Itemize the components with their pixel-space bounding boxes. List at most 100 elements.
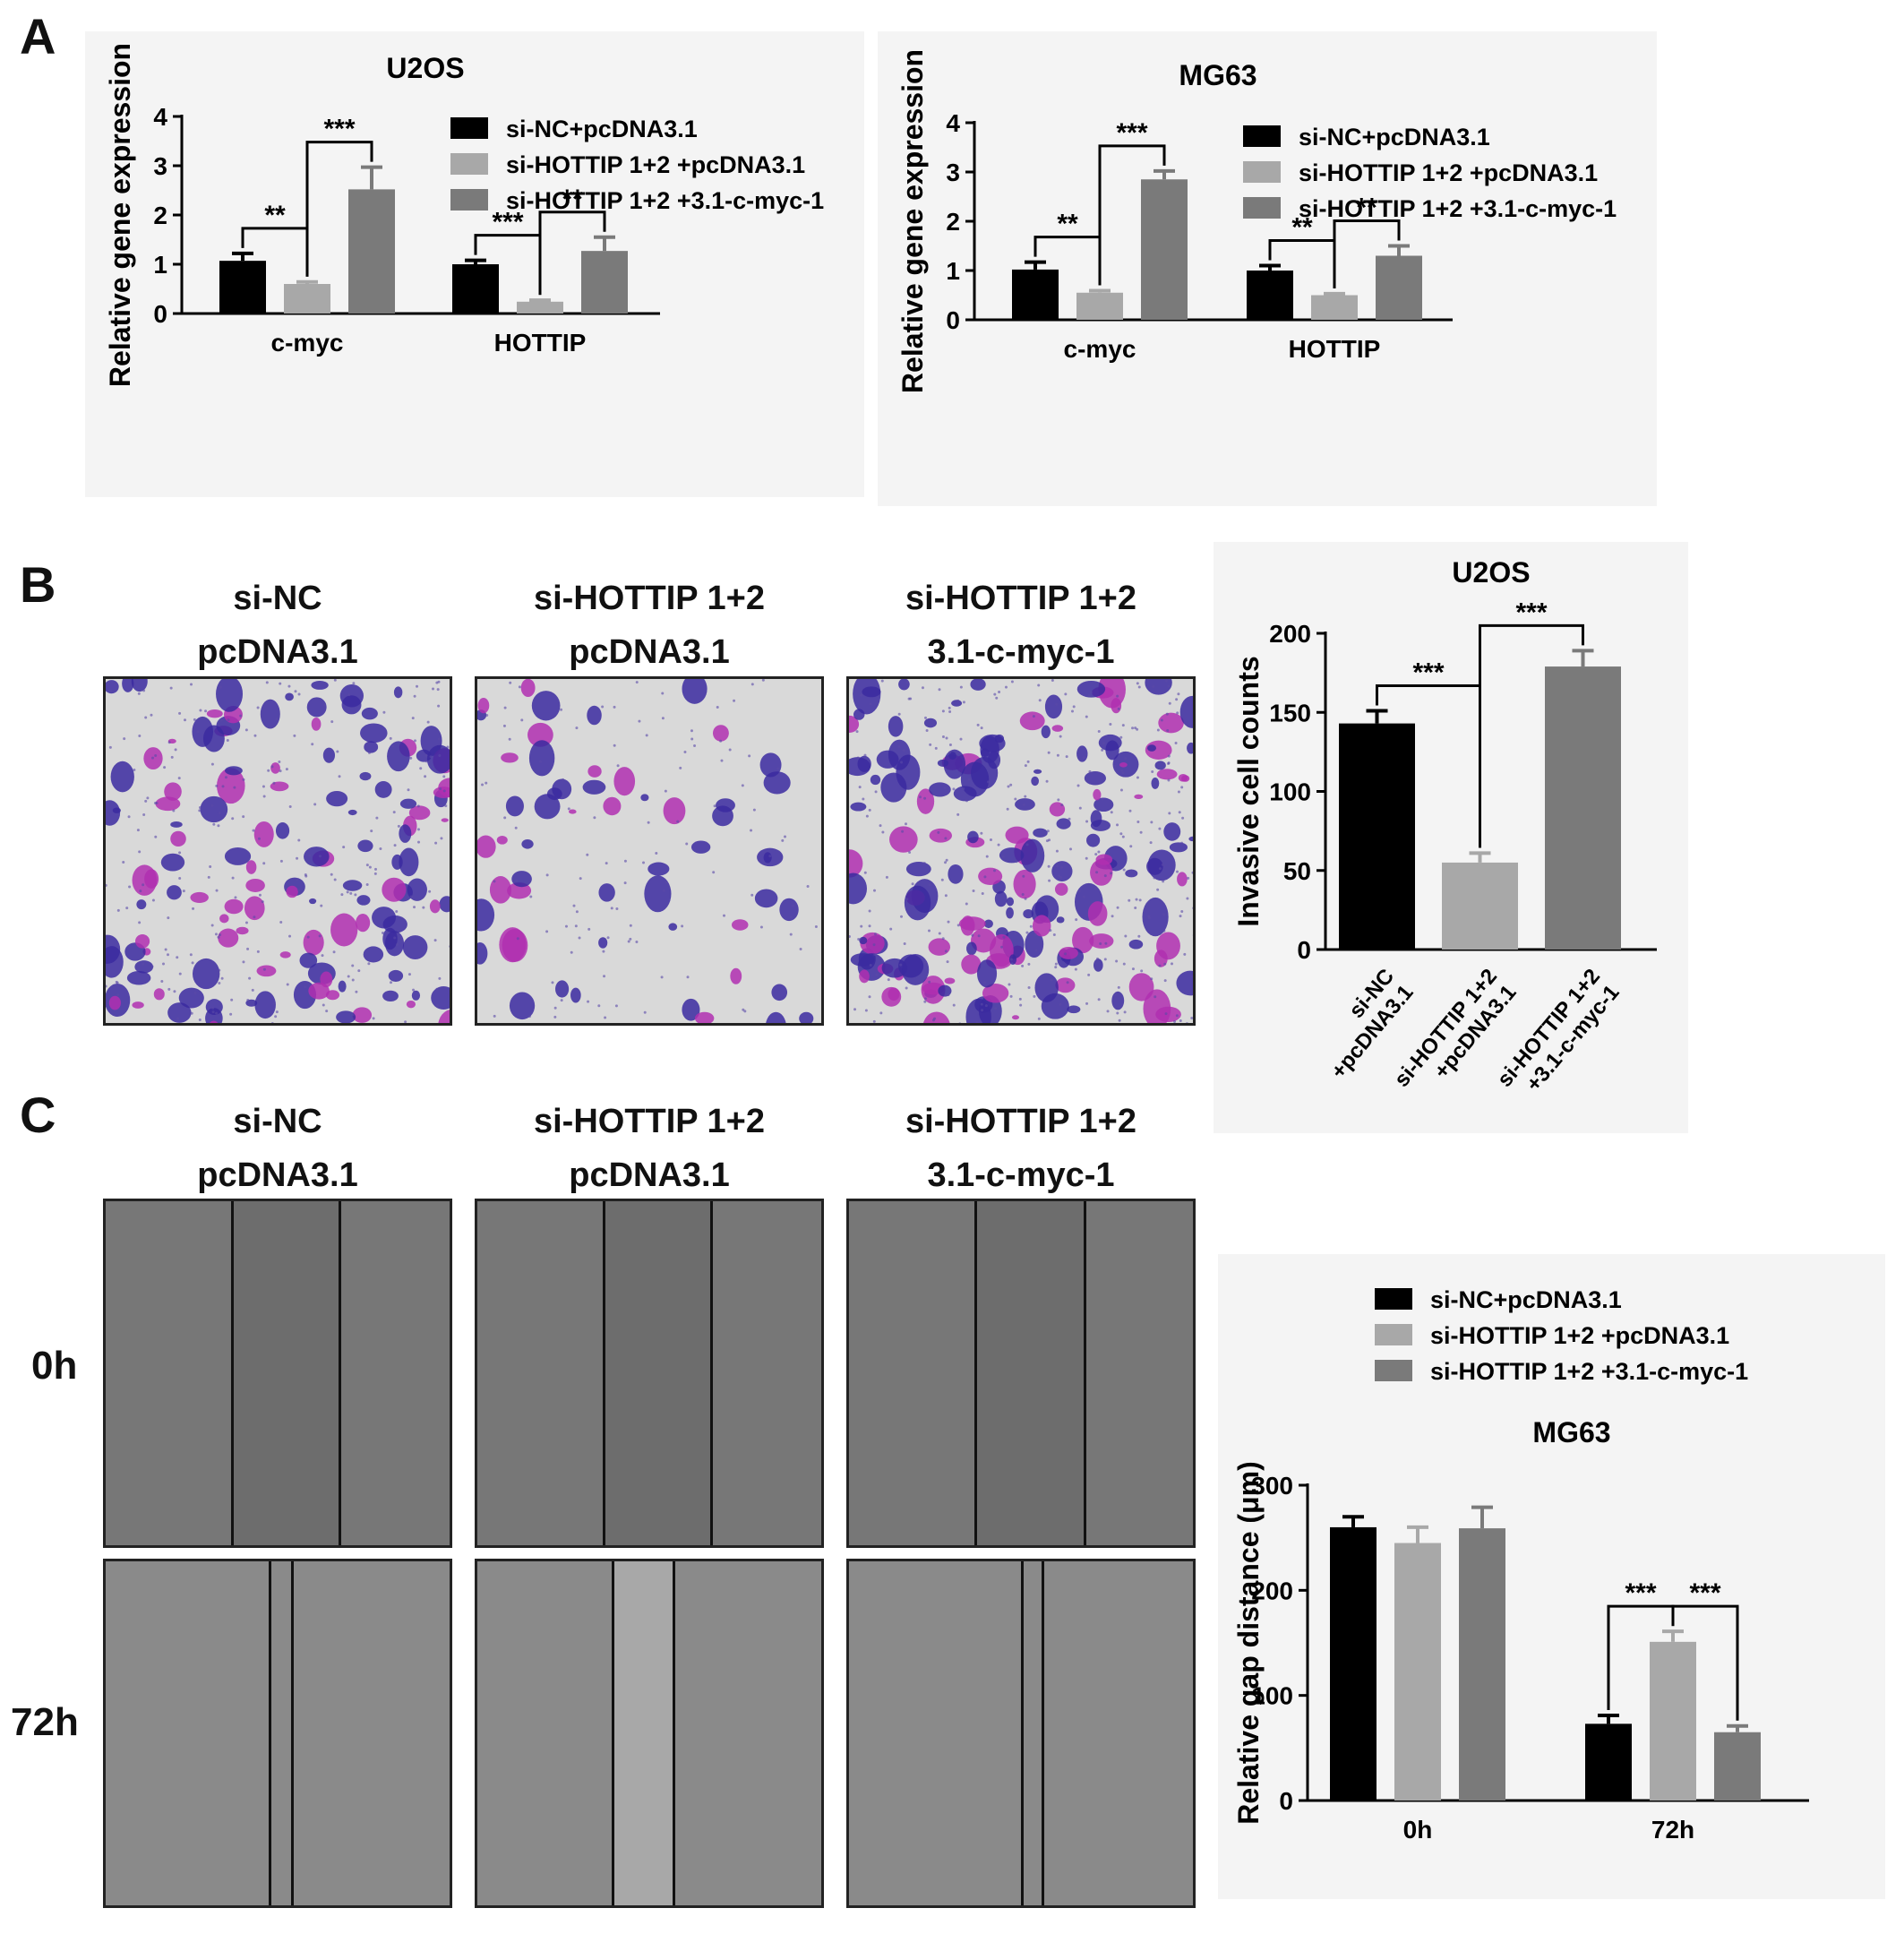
pore-dot [204, 709, 208, 713]
stained-cell [441, 818, 449, 822]
pore-dot [1089, 691, 1093, 694]
pore-dot [1113, 993, 1117, 997]
pore-dot [950, 701, 954, 705]
pore-dot [627, 940, 630, 943]
significance-bracket [305, 141, 373, 277]
legend-label: si-HOTTIP 1+2 +pcDNA3.1 [1299, 159, 1598, 186]
pore-dot [382, 710, 386, 714]
pore-dot [321, 954, 324, 958]
stained-cell [1177, 872, 1188, 887]
significance-label: ** [1057, 210, 1078, 239]
pore-dot [125, 907, 129, 910]
stained-cell [603, 796, 622, 816]
stained-cell [644, 875, 672, 913]
pore-dot [1179, 915, 1182, 918]
pore-dot [1015, 860, 1018, 864]
pore-dot [231, 817, 235, 821]
chart-background-mg63-expression [878, 31, 1657, 506]
pore-dot [1048, 879, 1051, 882]
wound-edge-line [974, 1201, 977, 1545]
pore-dot [872, 889, 876, 892]
legend-label: si-NC+pcDNA3.1 [1299, 124, 1490, 150]
stained-cell [382, 990, 399, 1001]
pore-dot [1173, 1020, 1177, 1023]
pore-dot [587, 927, 591, 931]
stained-cell [961, 954, 982, 975]
pore-dot [857, 937, 861, 941]
stained-cell [978, 867, 1003, 885]
pore-dot [351, 978, 355, 982]
pore-dot [610, 907, 613, 910]
y-tick-label: 1 [153, 251, 167, 279]
pore-dot [1014, 797, 1017, 801]
y-tick-label: 0 [153, 300, 167, 328]
pore-dot [424, 775, 427, 778]
pore-dot [1136, 821, 1140, 824]
stained-cell [1033, 828, 1048, 838]
pore-dot [1076, 784, 1080, 787]
stained-cell [1055, 977, 1076, 993]
stained-cell [338, 980, 347, 993]
pore-dot [227, 718, 230, 722]
legend-label: si-NC+pcDNA3.1 [1430, 1286, 1622, 1313]
stained-cell [160, 853, 185, 872]
panel-label-b: B [20, 556, 56, 613]
stained-cell [356, 895, 371, 906]
pore-dot [214, 933, 218, 936]
pore-dot [435, 1004, 439, 1008]
pore-dot [320, 904, 323, 907]
stained-cell [260, 699, 280, 729]
pore-dot [1060, 865, 1064, 869]
pore-dot [1033, 933, 1037, 936]
pore-dot [123, 737, 126, 741]
wound-image-c-myc-0h [846, 1199, 1196, 1548]
pore-dot [759, 925, 763, 929]
pore-dot [322, 1003, 325, 1007]
stained-cell [849, 849, 863, 878]
pore-dot [256, 950, 260, 953]
wound-edge-line [291, 1561, 294, 1905]
pore-dot [296, 856, 299, 860]
wound-edge-line [339, 1201, 341, 1545]
stained-cell [904, 885, 931, 921]
stained-cell [200, 795, 228, 823]
pore-dot [545, 873, 549, 877]
invasion-image-si-nc [103, 676, 452, 1026]
pore-dot [1024, 795, 1027, 798]
u2os-expression-chart: U2OS Relative gene expression 0 1 2 3 4 c-myc HO… [104, 43, 824, 387]
pore-dot [1026, 760, 1030, 763]
pore-dot [1129, 1025, 1132, 1026]
stained-cell [587, 705, 602, 726]
stained-cell [730, 967, 742, 984]
pore-dot [602, 950, 605, 953]
condition-line1: si-HOTTIP 1+2 [533, 1103, 765, 1140]
pore-dot [304, 985, 307, 989]
pore-dot [1058, 874, 1061, 878]
y-tick-label: 1 [946, 257, 960, 285]
stained-cell [325, 990, 340, 1001]
pore-dot [1104, 941, 1108, 945]
stained-cell [694, 1011, 715, 1023]
pore-dot [1191, 871, 1193, 874]
stained-cell [944, 977, 956, 984]
pore-dot [903, 941, 906, 945]
pore-dot [297, 692, 301, 696]
time-label-0h: 0h [31, 1344, 78, 1388]
pore-dot [262, 862, 266, 865]
wound-image-si-hottip-72h [475, 1559, 824, 1908]
pore-dot [1085, 1001, 1089, 1005]
pore-dot [1095, 871, 1099, 874]
stained-cell [888, 716, 904, 737]
stained-cell [304, 847, 330, 867]
stained-cell [253, 821, 274, 847]
pore-dot [253, 734, 257, 737]
pore-dot [1179, 1019, 1182, 1022]
pore-dot [219, 685, 222, 689]
pore-dot [1101, 748, 1104, 752]
stained-cell [431, 986, 450, 1010]
pore-dot [889, 927, 893, 931]
stained-cell [948, 752, 956, 760]
pore-dot [635, 681, 639, 684]
pore-dot [189, 953, 193, 957]
pore-dot [306, 935, 310, 939]
